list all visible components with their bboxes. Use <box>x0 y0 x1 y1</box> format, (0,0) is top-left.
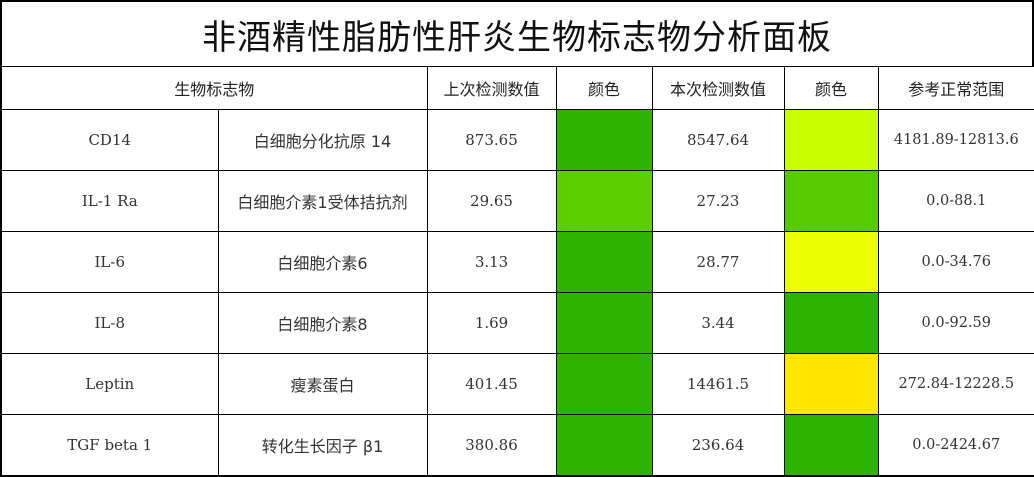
table-row: IL-6 白细胞介素6 3.13 28.77 0.0-34.76 <box>0 231 1034 293</box>
header-previous-value: 上次检测数值 <box>426 66 557 110</box>
previous-color-swatch <box>555 353 653 415</box>
reference-range: 0.0-92.59 <box>877 292 1034 354</box>
current-color-swatch <box>783 109 879 171</box>
reference-range: 4181.89-12813.6 <box>877 109 1034 171</box>
biomarker-code: IL-8 <box>0 292 219 354</box>
table-row: CD14 白细胞分化抗原 14 873.65 8547.64 4181.89-1… <box>0 109 1034 171</box>
previous-color-swatch <box>555 292 653 354</box>
current-color-swatch <box>783 170 879 232</box>
table-header-row: 生物标志物 上次检测数值 颜色 本次检测数值 颜色 参考正常范围 <box>0 66 1034 110</box>
header-current-color: 颜色 <box>783 66 879 110</box>
current-value: 27.23 <box>651 170 785 232</box>
biomarker-name: 瘦素蛋白 <box>217 353 428 415</box>
table-row: IL-8 白细胞介素8 1.69 3.44 0.0-92.59 <box>0 292 1034 354</box>
previous-value: 873.65 <box>426 109 557 171</box>
biomarker-name: 白细胞介素6 <box>217 231 428 293</box>
header-reference-range: 参考正常范围 <box>877 66 1034 110</box>
reference-range: 0.0-34.76 <box>877 231 1034 293</box>
previous-value: 1.69 <box>426 292 557 354</box>
biomarker-code: IL-1 Ra <box>0 170 219 232</box>
table-row: Leptin 瘦素蛋白 401.45 14461.5 272.84-12228.… <box>0 353 1034 415</box>
current-color-swatch <box>783 292 879 354</box>
biomarker-code: IL-6 <box>0 231 219 293</box>
biomarker-code: CD14 <box>0 109 219 171</box>
current-value: 28.77 <box>651 231 785 293</box>
current-color-swatch <box>783 353 879 415</box>
table-row: IL-1 Ra 白细胞介素1受体拮抗剂 29.65 27.23 0.0-88.1 <box>0 170 1034 232</box>
biomarker-table: 生物标志物 上次检测数值 颜色 本次检测数值 颜色 参考正常范围 CD14 白细… <box>0 66 1034 477</box>
table-row: TGF beta 1 转化生长因子 β1 380.86 236.64 0.0-2… <box>0 414 1034 477</box>
previous-value: 380.86 <box>426 414 557 477</box>
biomarker-code: TGF beta 1 <box>0 414 219 477</box>
biomarker-name: 白细胞分化抗原 14 <box>217 109 428 171</box>
current-value: 3.44 <box>651 292 785 354</box>
current-color-swatch <box>783 414 879 477</box>
biomarker-name: 白细胞介素1受体拮抗剂 <box>217 170 428 232</box>
previous-value: 29.65 <box>426 170 557 232</box>
header-current-value: 本次检测数值 <box>651 66 785 110</box>
reference-range: 0.0-2424.67 <box>877 414 1034 477</box>
current-value: 14461.5 <box>651 353 785 415</box>
header-previous-color: 颜色 <box>555 66 653 110</box>
previous-color-swatch <box>555 109 653 171</box>
biomarker-name: 转化生长因子 β1 <box>217 414 428 477</box>
panel-title: 非酒精性脂肪性肝炎生物标志物分析面板 <box>0 0 1034 66</box>
reference-range: 272.84-12228.5 <box>877 353 1034 415</box>
previous-color-swatch <box>555 170 653 232</box>
current-value: 236.64 <box>651 414 785 477</box>
previous-value: 3.13 <box>426 231 557 293</box>
current-color-swatch <box>783 231 879 293</box>
previous-value: 401.45 <box>426 353 557 415</box>
previous-color-swatch <box>555 414 653 477</box>
biomarker-code: Leptin <box>0 353 219 415</box>
reference-range: 0.0-88.1 <box>877 170 1034 232</box>
header-biomarker: 生物标志物 <box>0 66 428 110</box>
previous-color-swatch <box>555 231 653 293</box>
biomarker-name: 白细胞介素8 <box>217 292 428 354</box>
current-value: 8547.64 <box>651 109 785 171</box>
